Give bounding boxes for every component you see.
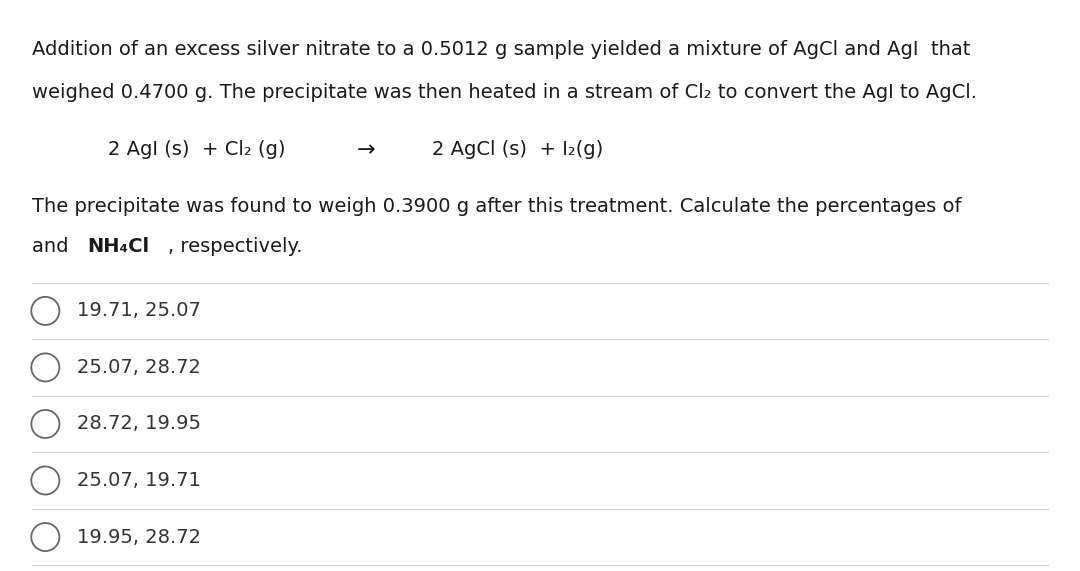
Text: Addition of an excess silver nitrate to a 0.5012 g sample yielded a mixture of A: Addition of an excess silver nitrate to … — [32, 40, 971, 59]
Text: 25.07, 28.72: 25.07, 28.72 — [77, 358, 201, 377]
Text: NH₄Cl: NH₄Cl — [87, 237, 150, 256]
Text: 2 AgCl (s)  + I₂(g): 2 AgCl (s) + I₂(g) — [432, 140, 604, 159]
Text: 19.71, 25.07: 19.71, 25.07 — [77, 301, 201, 320]
Text: , respectively.: , respectively. — [167, 237, 302, 256]
Text: The precipitate was found to weigh 0.3900 g after this treatment. Calculate the : The precipitate was found to weigh 0.390… — [32, 197, 968, 216]
Text: weighed 0.4700 g. The precipitate was then heated in a stream of Cl₂ to convert : weighed 0.4700 g. The precipitate was th… — [32, 83, 977, 102]
Text: →: → — [356, 140, 375, 160]
Text: and: and — [32, 237, 76, 256]
Text: 19.95, 28.72: 19.95, 28.72 — [77, 528, 201, 546]
Text: 28.72, 19.95: 28.72, 19.95 — [77, 415, 201, 433]
Text: 25.07, 19.71: 25.07, 19.71 — [77, 471, 201, 490]
Text: 2 AgI (s)  + Cl₂ (g): 2 AgI (s) + Cl₂ (g) — [108, 140, 285, 159]
